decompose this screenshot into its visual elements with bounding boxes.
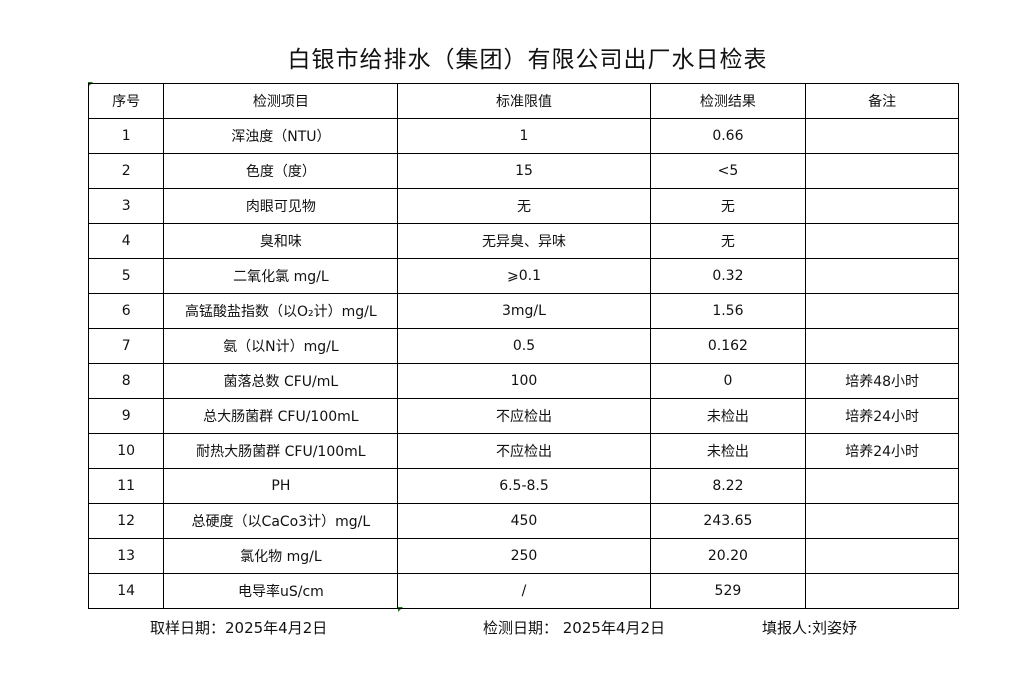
- cell-remark: [805, 468, 959, 504]
- table-row: 12 总硬度（以CaCo3计）mg/L 450 243.65: [87, 503, 959, 539]
- cell-standard-limit: ⩾0.1: [397, 258, 651, 294]
- cell-index: 7: [87, 328, 165, 364]
- cell-standard-limit: 无: [397, 188, 651, 224]
- cell-standard-limit: 250: [397, 538, 651, 574]
- cell-result: <5: [649, 153, 807, 189]
- cell-result: 0.66: [649, 118, 807, 154]
- cell-remark: [805, 223, 959, 259]
- cell-remark: [805, 118, 959, 154]
- cell-remark: [805, 153, 959, 189]
- cell-result: 未检出: [649, 398, 807, 434]
- cell-index: 1: [87, 118, 165, 154]
- cell-standard-limit: 无异臭、异味: [397, 223, 651, 259]
- cell-remark: [805, 188, 959, 224]
- cell-item: 色度（度）: [163, 153, 399, 189]
- cell-remark: [805, 258, 959, 294]
- cell-item: 氨（以N计）mg/L: [163, 328, 399, 364]
- cell-index: 6: [87, 293, 165, 329]
- cell-remark: [805, 503, 959, 539]
- cell-item: 臭和味: [163, 223, 399, 259]
- cell-index: 14: [87, 573, 165, 609]
- cell-standard-limit: 不应检出: [397, 398, 651, 434]
- header-index: 序号: [87, 83, 165, 119]
- cell-standard-limit: 100: [397, 363, 651, 399]
- header-item: 检测项目: [163, 83, 399, 119]
- cell-comment-marker: [398, 607, 403, 612]
- page-title: 白银市给排水（集团）有限公司出厂水日检表: [287, 47, 768, 73]
- cell-item: 肉眼可见物: [163, 188, 399, 224]
- cell-item: PH: [163, 468, 399, 504]
- table-row: 13 氯化物 mg/L 250 20.20: [87, 538, 959, 574]
- cell-remark: [805, 538, 959, 574]
- cell-item: 菌落总数 CFU/mL: [163, 363, 399, 399]
- table-row: 4 臭和味 无异臭、异味无: [87, 223, 959, 259]
- cell-remark: 培养24小时: [805, 433, 959, 469]
- cell-standard-limit: /: [397, 573, 651, 609]
- inspection-table: 序号 检测项目 标准限值 检测结果 备注 1 浑浊度（NTU） 1 0.66 2 色度（度） 15 <5…: [87, 83, 959, 609]
- header-standard-limit: 标准限值: [397, 83, 651, 119]
- cell-standard-limit: 6.5-8.5: [397, 468, 651, 504]
- cell-standard-limit: 0.5: [397, 328, 651, 364]
- test-date: 检测日期： 2025年4月2日: [483, 619, 666, 637]
- table-row: 1 浑浊度（NTU） 1 0.66: [87, 118, 959, 154]
- cell-result: 243.65: [649, 503, 807, 539]
- header-result: 检测结果: [649, 83, 807, 119]
- cell-remark: [805, 328, 959, 364]
- cell-remark: 培养24小时: [805, 398, 959, 434]
- cell-index: 13: [87, 538, 165, 574]
- table-row: 9 总大肠菌群 CFU/100mL 不应检出 未检出 培养24小时: [87, 398, 959, 434]
- cell-index: 12: [87, 503, 165, 539]
- cell-index: 11: [87, 468, 165, 504]
- cell-result: 未检出: [649, 433, 807, 469]
- cell-standard-limit: 450: [397, 503, 651, 539]
- cell-item: 高锰酸盐指数（以O₂计）mg/L: [163, 293, 399, 329]
- cell-index: 9: [87, 398, 165, 434]
- table-row: 5 二氧化氯 mg/L ⩾0.1 0.32: [87, 258, 959, 294]
- cell-result: 1.56: [649, 293, 807, 329]
- cell-index: 4: [87, 223, 165, 259]
- cell-standard-limit: 15: [397, 153, 651, 189]
- table-row: 11 PH 6.5-8.5 8.22: [87, 468, 959, 504]
- cell-result: 529: [649, 573, 807, 609]
- sampling-date: 取样日期：2025年4月2日: [150, 619, 328, 637]
- cell-result: 0.162: [649, 328, 807, 364]
- cell-item: 氯化物 mg/L: [163, 538, 399, 574]
- table-row: 3 肉眼可见物无无: [87, 188, 959, 224]
- cell-remark: 培养48小时: [805, 363, 959, 399]
- cell-standard-limit: 不应检出: [397, 433, 651, 469]
- cell-standard-limit: 1: [397, 118, 651, 154]
- table-row: 10 耐热大肠菌群 CFU/100mL 不应检出 未检出 培养24小时: [87, 433, 959, 469]
- cell-result: 0.32: [649, 258, 807, 294]
- cell-result: 8.22: [649, 468, 807, 504]
- cell-item: 电导率uS/cm: [163, 573, 399, 609]
- cell-item: 总大肠菌群 CFU/100mL: [163, 398, 399, 434]
- table-row: 14 电导率uS/cm/529: [87, 573, 959, 609]
- cell-remark: [805, 573, 959, 609]
- table-row: 8 菌落总数 CFU/mL 100 0 培养48小时: [87, 363, 959, 399]
- cell-result: 无: [649, 188, 807, 224]
- table-row: 7 氨（以N计）mg/L 0.5 0.162: [87, 328, 959, 364]
- cell-index: 3: [87, 188, 165, 224]
- cell-index: 5: [87, 258, 165, 294]
- cell-index: 2: [87, 153, 165, 189]
- table-row: 6 高锰酸盐指数（以O₂计）mg/L 3mg/L 1.56: [87, 293, 959, 329]
- cell-item: 浑浊度（NTU）: [163, 118, 399, 154]
- cell-result: 无: [649, 223, 807, 259]
- cell-item: 二氧化氯 mg/L: [163, 258, 399, 294]
- cell-result: 20.20: [649, 538, 807, 574]
- reporter: 填报人:刘姿妤: [762, 619, 858, 637]
- cell-standard-limit: 3mg/L: [397, 293, 651, 329]
- cell-item: 耐热大肠菌群 CFU/100mL: [163, 433, 399, 469]
- cell-result: 0: [649, 363, 807, 399]
- cell-index: 8: [87, 363, 165, 399]
- table-row: 2 色度（度） 15 <5: [87, 153, 959, 189]
- header-row: 序号 检测项目 标准限值 检测结果 备注: [87, 83, 959, 119]
- cell-index: 10: [87, 433, 165, 469]
- header-remark: 备注: [805, 83, 959, 119]
- cell-remark: [805, 293, 959, 329]
- cell-item: 总硬度（以CaCo3计）mg/L: [163, 503, 399, 539]
